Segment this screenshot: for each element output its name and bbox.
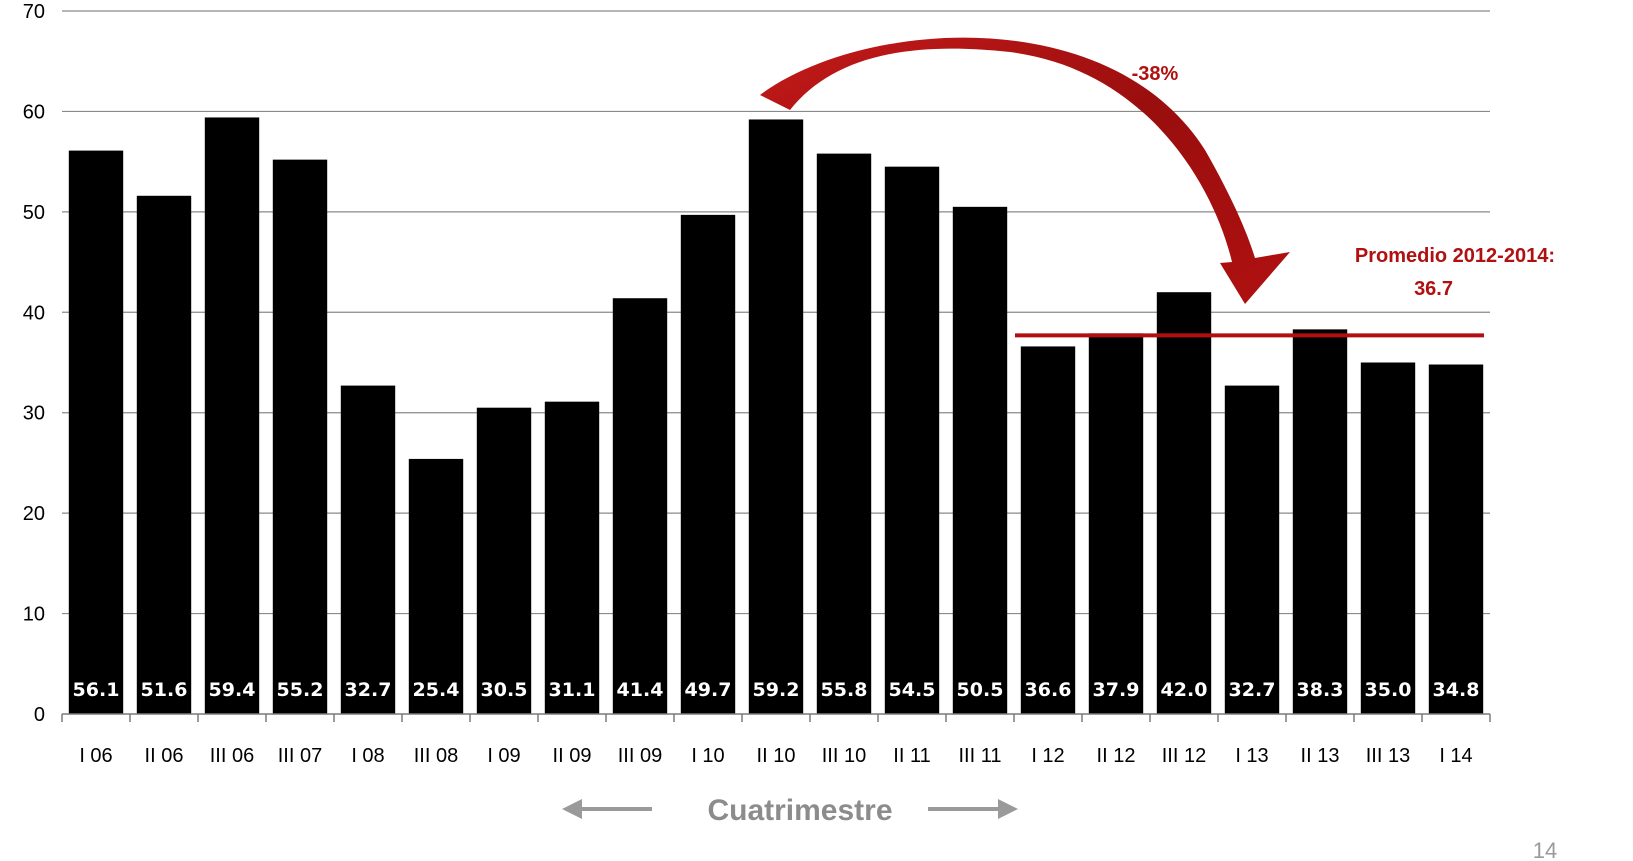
bar-value-label: 55.2 [277, 679, 324, 701]
x-tick-label: I 13 [1235, 745, 1268, 767]
average-annotation-line2: 36.7 [1414, 278, 1453, 300]
x-tick-label: III 10 [822, 745, 866, 767]
x-tick-label: II 11 [893, 745, 930, 767]
y-tick-label: 50 [23, 202, 45, 224]
bar-value-label: 41.4 [617, 679, 664, 701]
x-tick-label: I 12 [1031, 745, 1064, 767]
bar [884, 166, 940, 714]
bar [1156, 292, 1212, 714]
x-tick-label: II 09 [553, 745, 592, 767]
bar-value-label: 49.7 [685, 679, 732, 701]
x-tick-label: I 09 [487, 745, 520, 767]
bar-value-label: 38.3 [1297, 679, 1344, 701]
x-tick-label: II 13 [1301, 745, 1340, 767]
x-axis-title: Cuatrimestre [707, 794, 892, 827]
bar [680, 214, 736, 714]
bar [204, 117, 260, 714]
bar [1224, 385, 1280, 714]
left-arrow-icon [562, 799, 582, 819]
change-annotation: -38% [1132, 63, 1179, 85]
bar [476, 407, 532, 714]
bar-value-label: 42.0 [1161, 679, 1208, 701]
bar [544, 401, 600, 714]
bar-value-labels: 56.1 51.6 59.4 55.2 32.7 25.4 30.5 31.1 41.4 49.7… [73, 679, 1480, 701]
y-tick-label: 10 [23, 604, 45, 626]
bar-value-label: 31.1 [549, 679, 596, 701]
y-tick-label: 70 [23, 1, 45, 23]
x-tick-label: I 06 [79, 745, 112, 767]
bar-value-label: 32.7 [1229, 679, 1276, 701]
y-tick-label: 60 [23, 101, 45, 123]
x-tick-label: I 10 [691, 745, 724, 767]
x-tick-label: II 06 [145, 745, 184, 767]
bar [1292, 329, 1348, 714]
bar [748, 119, 804, 714]
decrease-arrow [760, 37, 1290, 305]
bar-value-label: 59.4 [209, 679, 256, 701]
x-tick-label: II 10 [757, 745, 796, 767]
y-tick-labels: 0 10 20 30 40 50 60 70 [23, 1, 45, 726]
bar [952, 206, 1008, 715]
bars [68, 117, 1484, 715]
x-axis-title-group: Cuatrimestre [562, 794, 1018, 827]
x-tick-label: I 14 [1439, 745, 1472, 767]
axes [61, 713, 1491, 722]
bar [1020, 346, 1076, 714]
bar [1428, 364, 1484, 714]
y-tick-label: 30 [23, 403, 45, 425]
bar-value-label: 54.5 [889, 679, 936, 701]
x-tick-label: III 06 [210, 745, 254, 767]
x-tick-label: I 08 [351, 745, 384, 767]
bar-value-label: 55.8 [821, 679, 868, 701]
x-tick-label: III 09 [618, 745, 662, 767]
x-tick-label: III 08 [414, 745, 458, 767]
x-tick-label: II 12 [1097, 745, 1136, 767]
y-tick-label: 40 [23, 302, 45, 324]
bar [1088, 333, 1144, 714]
bar-value-label: 30.5 [481, 679, 528, 701]
bar-value-label: 51.6 [141, 679, 188, 701]
bar [408, 458, 464, 714]
bar-value-label: 32.7 [345, 679, 392, 701]
bar [272, 159, 328, 715]
bar-value-label: 59.2 [753, 679, 800, 701]
average-annotation-line1: Promedio 2012-2014: [1355, 245, 1555, 267]
x-tick-label: III 07 [278, 745, 322, 767]
x-tick-label: III 12 [1162, 745, 1206, 767]
bar [816, 153, 872, 714]
bar [68, 150, 124, 715]
y-tick-label: 0 [34, 704, 45, 726]
bar-value-label: 35.0 [1365, 679, 1412, 701]
x-tick-labels: I 06 II 06 III 06 III 07 I 08 III 08 I 09 II 09… [79, 745, 1472, 767]
bar [612, 298, 668, 714]
bar [136, 195, 192, 714]
x-tick-label: III 13 [1366, 745, 1410, 767]
x-tick-label: III 11 [959, 745, 1002, 767]
page-number: 14 [1533, 838, 1557, 861]
bar-value-label: 36.6 [1025, 679, 1072, 701]
bar-value-label: 34.8 [1433, 679, 1480, 701]
bar [1360, 362, 1416, 714]
bar [340, 385, 396, 714]
right-arrow-icon [998, 799, 1018, 819]
y-tick-label: 20 [23, 503, 45, 525]
bar-value-label: 37.9 [1093, 679, 1140, 701]
bar-value-label: 56.1 [73, 679, 120, 701]
bar-value-label: 50.5 [957, 679, 1004, 701]
bar-value-label: 25.4 [413, 679, 460, 701]
